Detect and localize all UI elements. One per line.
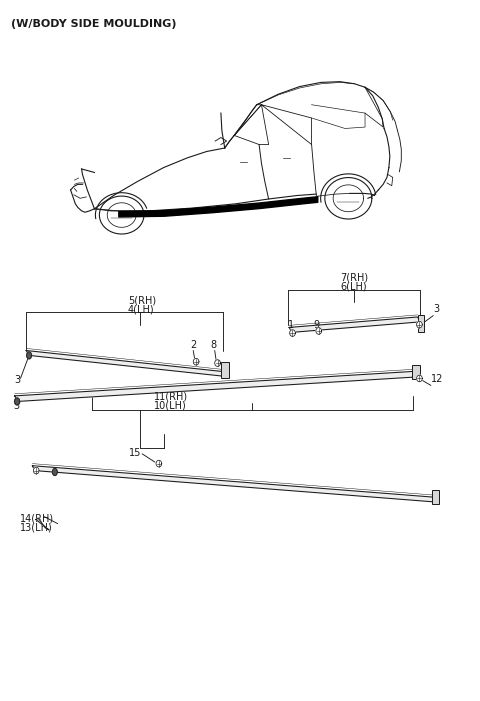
- Polygon shape: [417, 375, 422, 382]
- Text: 3: 3: [13, 402, 20, 411]
- Text: 2: 2: [190, 341, 196, 350]
- Polygon shape: [316, 327, 322, 334]
- Polygon shape: [156, 461, 162, 467]
- Text: 13(LH): 13(LH): [20, 523, 52, 533]
- Text: 10(LH): 10(LH): [154, 400, 187, 411]
- Text: 4(LH): 4(LH): [128, 304, 155, 314]
- Polygon shape: [289, 317, 420, 332]
- Text: 3: 3: [15, 375, 21, 385]
- Polygon shape: [193, 358, 199, 365]
- FancyBboxPatch shape: [418, 315, 424, 332]
- Polygon shape: [33, 465, 436, 502]
- Polygon shape: [26, 350, 225, 376]
- Polygon shape: [289, 329, 295, 336]
- Text: 14(RH): 14(RH): [20, 514, 54, 524]
- Text: 6(LH): 6(LH): [340, 281, 367, 291]
- Text: 3: 3: [433, 304, 439, 314]
- Polygon shape: [36, 518, 49, 530]
- Text: 15: 15: [129, 448, 142, 458]
- Text: 11(RH): 11(RH): [154, 391, 188, 402]
- Polygon shape: [14, 398, 20, 404]
- Polygon shape: [15, 398, 20, 405]
- Polygon shape: [215, 360, 220, 367]
- FancyBboxPatch shape: [221, 362, 228, 379]
- Polygon shape: [417, 321, 422, 328]
- Text: (W/BODY SIDE MOULDING): (W/BODY SIDE MOULDING): [11, 19, 177, 29]
- Text: 1: 1: [288, 320, 294, 329]
- Text: 5(RH): 5(RH): [128, 295, 156, 305]
- Polygon shape: [52, 468, 57, 475]
- FancyBboxPatch shape: [432, 490, 439, 504]
- Text: 12: 12: [431, 374, 443, 384]
- Text: 8: 8: [210, 341, 216, 350]
- Text: 9: 9: [313, 320, 320, 329]
- Text: 7(RH): 7(RH): [340, 272, 368, 282]
- Polygon shape: [27, 352, 32, 359]
- Polygon shape: [34, 468, 39, 474]
- Polygon shape: [15, 372, 415, 402]
- FancyBboxPatch shape: [412, 365, 420, 379]
